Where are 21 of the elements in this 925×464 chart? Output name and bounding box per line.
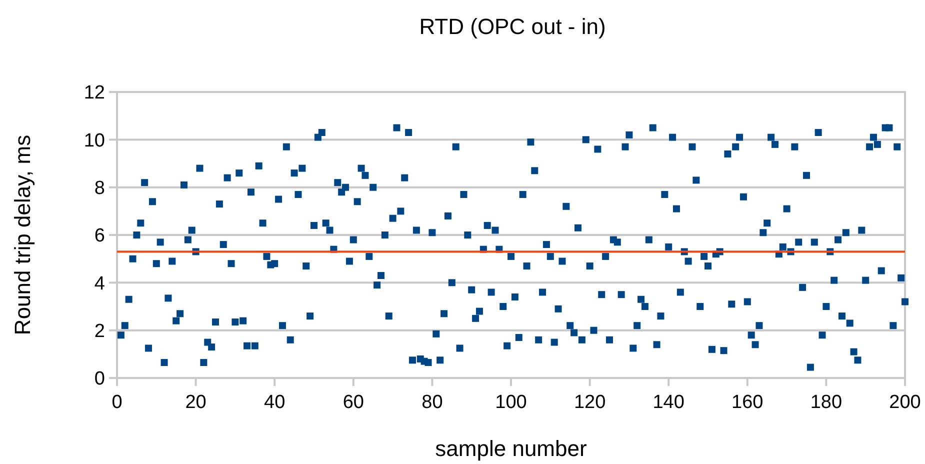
x-tick-label: 200 bbox=[889, 392, 921, 413]
x-tick-label: 140 bbox=[652, 392, 684, 413]
y-axis-title: Round trip delay, ms bbox=[10, 134, 35, 336]
x-tick-label: 100 bbox=[495, 392, 527, 413]
x-tick-label: 40 bbox=[264, 392, 286, 413]
y-tick-label: 12 bbox=[84, 82, 105, 104]
y-tick-label: 0 bbox=[94, 368, 105, 390]
x-tick-label: 20 bbox=[185, 392, 206, 413]
y-tick-label: 4 bbox=[94, 273, 106, 294]
y-tick-label: 6 bbox=[94, 226, 105, 247]
x-tick-label: 0 bbox=[112, 392, 122, 413]
x-axis-title: sample number bbox=[435, 436, 587, 461]
y-tick-label: 10 bbox=[84, 130, 105, 152]
x-tick-label: 160 bbox=[732, 392, 764, 413]
x-tick-label: 60 bbox=[342, 392, 364, 413]
y-tick-label: 2 bbox=[94, 320, 105, 342]
x-tick-label: 120 bbox=[574, 392, 606, 413]
y-tick-label: 8 bbox=[94, 178, 105, 199]
x-tick-label: 80 bbox=[422, 392, 443, 413]
chart-title: RTD (OPC out - in) bbox=[419, 14, 606, 39]
x-tick-label: 180 bbox=[810, 392, 842, 413]
